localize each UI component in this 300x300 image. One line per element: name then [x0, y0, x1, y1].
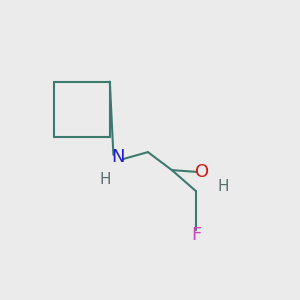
Text: N: N — [111, 148, 125, 166]
Text: F: F — [191, 226, 201, 244]
Text: O: O — [195, 163, 209, 181]
Text: H: H — [217, 179, 229, 194]
Text: H: H — [100, 172, 111, 187]
